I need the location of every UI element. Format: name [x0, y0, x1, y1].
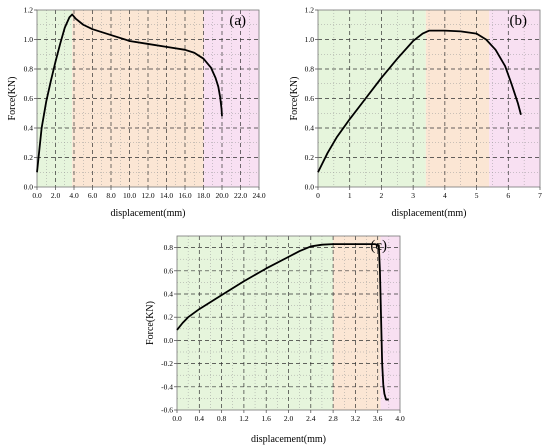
panel-b-x-tick-label: 4 — [443, 191, 447, 200]
panel-b-x-axis-title: displacement(mm) — [392, 208, 467, 219]
panel-b-y-tick-label: 0.2 — [305, 153, 315, 162]
panel-c-x-tick-label: 0.8 — [217, 414, 227, 423]
panel-b-y-tick-label: 1.0 — [305, 35, 315, 44]
panel-b-x-tick-label: 5 — [475, 191, 479, 200]
panel-b-tag: (b) — [510, 13, 528, 29]
panel-c-x-tick-label: 0.0 — [172, 414, 182, 423]
panel-b-region-2 — [425, 10, 490, 187]
panel-b-plot: 0 1 2 3 4 5 6 7 0.0 0.2 0.4 0.6 0.8 1.0 1.2 displacemen… — [289, 6, 542, 220]
panel-b-x-tick-label: 3 — [411, 191, 415, 200]
panel-a-x-tick-label: 22.0 — [234, 191, 247, 200]
panel-c-x-tick-label: 1.6 — [262, 414, 272, 423]
panel-a-x-tick-label: 6.0 — [88, 191, 98, 200]
panel-c-y-tick-label: 0.2 — [164, 313, 174, 322]
panel-c-y-tick-label: 0.8 — [164, 243, 174, 252]
panel-a-x-tick-label: 14.0 — [160, 191, 173, 200]
panel-c-y-tick-label: 0.4 — [164, 290, 174, 299]
panel-c-region-3 — [380, 236, 400, 410]
panel-c-x-tick-label: 0.4 — [195, 414, 205, 423]
panel-a-x-tick-label: 8.0 — [106, 191, 116, 200]
panel-c-x-tick-label: 3.6 — [373, 414, 383, 423]
panel-a-y-tick-label: 0.8 — [24, 65, 34, 74]
panel-a-y-tick-label: 1.2 — [24, 6, 34, 15]
panel-b-x-tick-label: 1 — [348, 191, 352, 200]
panel-c-y-tick-label: 0.6 — [164, 266, 174, 275]
panel-c-x-tick-label: 2.0 — [284, 414, 294, 423]
panel-c-plot: 0.0 0.4 0.8 1.2 1.6 2.0 2.4 2.8 3.2 3.6 4.0 -0.6 -0.… — [145, 235, 405, 445]
panel-b-series-line-1 — [317, 29, 522, 173]
panel-a-x-tick-label: 12.0 — [141, 191, 154, 200]
panel-a-x-tick-label: 16.0 — [178, 191, 191, 200]
panel-c-x-tick-label: 3.2 — [351, 414, 361, 423]
panel-c-x-tick-label: 4.0 — [395, 414, 405, 423]
panel-b-y-tick-label: 0.0 — [305, 183, 315, 192]
panel-a-x-tick-label: 0.0 — [32, 191, 42, 200]
panel-c-y-tick-label: 0.0 — [164, 336, 174, 345]
panel-b-x-tick-label: 6 — [506, 191, 510, 200]
panel-c-x-tick-label: 1.2 — [239, 414, 249, 423]
panel-a-x-tick-label: 2.0 — [51, 191, 61, 200]
panel-b-y-tick-label: 0.4 — [305, 124, 315, 133]
panel-a-y-tick-label: 0.0 — [24, 183, 34, 192]
panel-a-series-line-1 — [36, 13, 223, 173]
panel-c-x-axis-title: displacement(mm) — [251, 434, 326, 445]
panel-a-x-tick-label: 10.0 — [123, 191, 136, 200]
panel-a-y-tick-label: 0.2 — [24, 153, 34, 162]
panel-b-x-tick-label: 0 — [316, 191, 320, 200]
panel-a-x-tick-label: 18.0 — [197, 191, 210, 200]
panel-c-tag: (c) — [370, 238, 387, 254]
panel-a-y-axis-title: Force(KN) — [7, 77, 18, 121]
panel-a-x-tick-label: 24.0 — [252, 191, 265, 200]
panel-a-y-tick-label: 0.4 — [24, 124, 34, 133]
panel-b-y-tick-label: 1.2 — [305, 6, 315, 15]
panel-c-x-tick-label: 2.4 — [306, 414, 316, 423]
panel-b-y-tick-label: 0.8 — [305, 65, 315, 74]
panel-a-y-tick-label: 0.6 — [24, 94, 34, 103]
panel-c-y-axis-title: Force(KN) — [145, 301, 156, 345]
panel-c-region-2 — [333, 236, 381, 410]
panel-c-y-tick-label: -0.6 — [161, 406, 173, 415]
panel-c-y-tick-label: -0.2 — [161, 359, 173, 368]
panel-a-tag: (a) — [229, 13, 246, 29]
panel-b-x-tick-label: 7 — [538, 191, 542, 200]
panel-a-plot: 0.0 2.0 4.0 6.0 8.0 10.0 12.0 14.0 16.0 18.0 20.0 2… — [7, 6, 266, 220]
panel-b-y-axis-title: Force(KN) — [289, 77, 300, 121]
panel-c-x-tick-label: 2.8 — [328, 414, 338, 423]
panel-a-x-tick-label: 20.0 — [215, 191, 228, 200]
panel-b-x-tick-label: 2 — [380, 191, 384, 200]
panel-c-series-line-1 — [176, 243, 389, 401]
panel-c-y-tick-label: -0.4 — [161, 382, 173, 391]
panel-a-x-tick-label: 4.0 — [69, 191, 79, 200]
panel-a-x-axis-title: displacement(mm) — [111, 208, 186, 219]
panel-a-y-tick-label: 1.0 — [24, 35, 34, 44]
panel-b-y-tick-label: 0.6 — [305, 94, 315, 103]
